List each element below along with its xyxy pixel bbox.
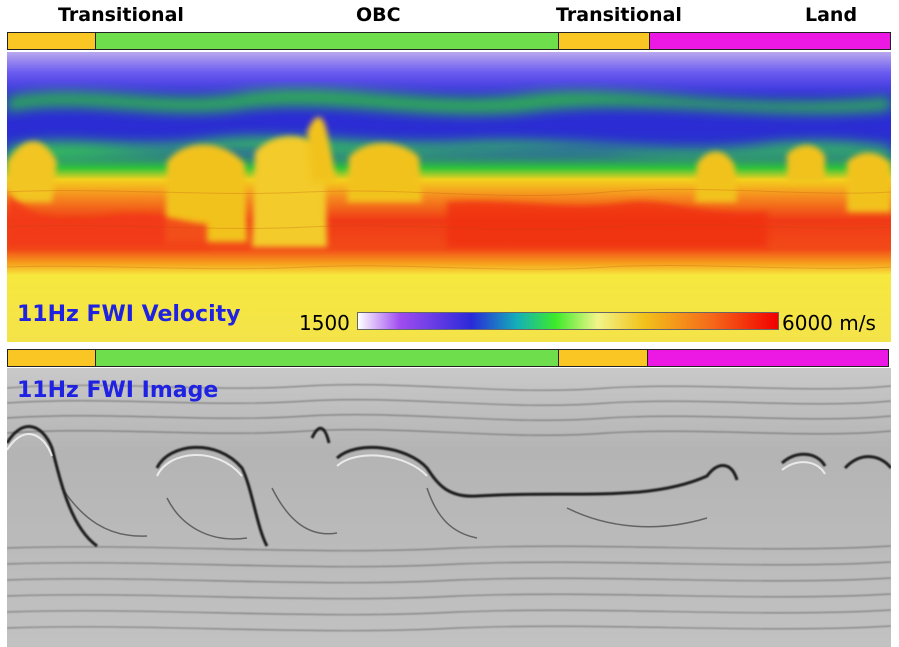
velocity-colorbar [357,312,779,330]
segment-obc [94,32,560,50]
colorbar-max-label: 6000 m/s [782,311,876,335]
segment-land [648,32,891,50]
seismic-image [7,368,891,647]
zone-label-transitional-right: Transitional [556,4,682,26]
acquisition-bar-top [7,32,891,50]
segment-transitional-right-2 [558,349,648,367]
velocity-panel-title: 11Hz FWI Velocity [17,302,241,327]
velocity-panel: 11Hz FWI Velocity 1500 6000 m/s [7,52,891,342]
velocity-model-image [7,52,891,342]
colorbar-min-label: 1500 [299,311,350,335]
segment-obc-2 [94,349,560,367]
zone-label-land: Land [805,4,858,26]
segment-transitional-left-2 [7,349,96,367]
segment-transitional-right [558,32,650,50]
acquisition-bar-bottom [7,349,889,367]
zone-label-transitional-left: Transitional [58,4,184,26]
image-panel: 11Hz FWI Image [7,368,891,647]
image-panel-title: 11Hz FWI Image [17,378,219,403]
segment-transitional-left [7,32,96,50]
segment-land-2 [646,349,889,367]
zone-label-obc: OBC [356,4,401,26]
